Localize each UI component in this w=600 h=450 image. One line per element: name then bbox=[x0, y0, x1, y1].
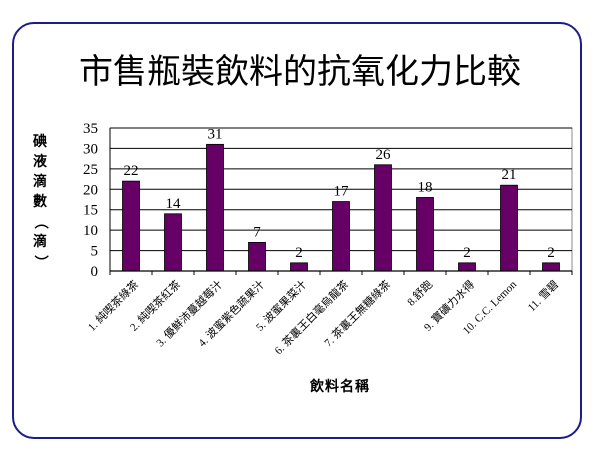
chart-title: 市售瓶裝飲料的抗氧化力比較 bbox=[79, 52, 521, 92]
data-label: 7 bbox=[253, 224, 261, 240]
y-tick-label: 30 bbox=[83, 141, 98, 157]
data-label: 17 bbox=[334, 184, 350, 200]
bar bbox=[374, 164, 392, 272]
bar bbox=[542, 262, 560, 272]
data-label: 26 bbox=[376, 147, 392, 163]
y-tick-label: 15 bbox=[83, 203, 98, 219]
y-tick-label: 25 bbox=[83, 162, 98, 178]
bar bbox=[122, 180, 140, 272]
x-category-label: 7. 茶裏王無糖綠茶 bbox=[321, 277, 393, 349]
data-label: 21 bbox=[502, 167, 517, 183]
x-category-label: 11. 雪碧 bbox=[525, 278, 561, 314]
y-tick-label: 20 bbox=[83, 182, 98, 198]
y-tick-label: 10 bbox=[83, 223, 98, 239]
bar bbox=[500, 184, 518, 272]
slide-frame bbox=[12, 22, 582, 439]
data-label: 2 bbox=[547, 245, 555, 261]
x-category-label: 4. 波蜜紫色蔬果汁 bbox=[195, 277, 267, 349]
bar bbox=[248, 241, 266, 272]
x-axis-label: 飲料名稱 bbox=[310, 379, 370, 395]
bar bbox=[206, 143, 224, 272]
y-tick-label: 5 bbox=[91, 244, 99, 260]
bar bbox=[164, 213, 182, 272]
bar bbox=[416, 197, 434, 272]
data-label: 18 bbox=[418, 179, 433, 195]
y-tick-label: 0 bbox=[91, 264, 99, 280]
y-axis-label: 碘液滴數（滴） bbox=[32, 134, 48, 269]
data-label: 22 bbox=[124, 163, 139, 179]
data-label: 31 bbox=[208, 126, 223, 142]
bar bbox=[290, 262, 308, 272]
data-label: 14 bbox=[166, 196, 182, 212]
y-tick-label: 35 bbox=[83, 121, 98, 137]
x-category-label: 8.舒跑 bbox=[404, 277, 435, 308]
data-label: 2 bbox=[295, 245, 303, 261]
data-label: 2 bbox=[463, 245, 471, 261]
bar bbox=[332, 201, 350, 272]
bar bbox=[458, 262, 476, 272]
x-category-label: 6. 茶裏王白毫烏龍茶 bbox=[271, 277, 351, 357]
